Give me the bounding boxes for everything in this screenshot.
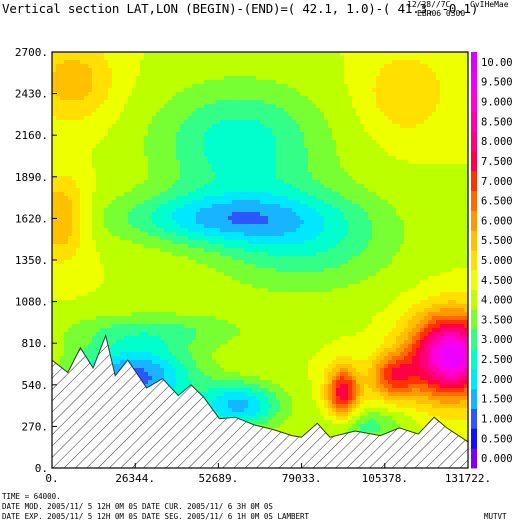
x-tick-label: 52689.	[199, 472, 239, 485]
colorbar-swatch	[471, 368, 477, 390]
colorbar-label: 4.000	[481, 295, 513, 307]
colorbar-swatch	[471, 269, 477, 291]
y-tick-label: 270.	[22, 420, 49, 433]
colorbar-label: 1.000	[481, 413, 513, 425]
colorbar-swatch	[471, 91, 477, 112]
y-tick-label: 2700.	[15, 46, 48, 59]
y-tick-label: 540.	[22, 379, 49, 392]
colorbar-label: 3.500	[481, 314, 513, 326]
colorbar-label: 3.000	[481, 334, 513, 346]
x-tick-label: 79033.	[282, 472, 322, 485]
colorbar-swatch	[471, 408, 477, 429]
x-tick-label: 26344.	[115, 472, 155, 485]
colorbar-label: 2.000	[481, 374, 513, 386]
colorbar-swatch	[471, 448, 477, 469]
terrain-hatch	[51, 333, 469, 469]
y-tick-label: 0.	[35, 462, 48, 475]
y-tick-label: 1080.	[15, 296, 48, 309]
colorbar-label: 7.500	[481, 156, 513, 168]
model-tag: CvIHeMae	[470, 0, 509, 9]
colorbar-swatch	[471, 210, 477, 231]
colorbar-swatch	[471, 111, 477, 132]
run-tag: EBR06 0300	[417, 9, 466, 18]
chart-title: Vertical section LAT,LON (BEGIN)-(END)=(…	[2, 1, 479, 16]
colorbar-swatch	[471, 428, 477, 449]
colorbar-label: 10.00	[481, 57, 513, 69]
y-tick-label: 2430.	[15, 88, 48, 101]
axis-layer: 0. 270. 540. 810. 1080. 1350. 1620. 1890. 2160. 2…	[15, 46, 491, 485]
x-tick-label: 105378.	[362, 472, 408, 485]
colorbar-swatch	[471, 71, 477, 93]
field-name: MUTVT	[484, 512, 507, 521]
x-tick-label: 131722.	[445, 472, 491, 485]
colorbar-label: 0.000	[481, 453, 513, 465]
colorbar-label: 8.000	[481, 136, 513, 148]
y-tick-label: 1620.	[15, 212, 48, 225]
colorbar-swatch	[471, 52, 477, 73]
colorbar-label: 5.000	[481, 255, 513, 267]
colorbar-label: 4.500	[481, 275, 513, 287]
colorbar-swatch	[471, 289, 477, 310]
y-tick-label: 2160.	[15, 129, 48, 142]
y-tick-label: 1350.	[15, 254, 48, 267]
footer-line-1: DATE MOD. 2005/11/ 5 12H 0M 0S DATE CUR.…	[2, 502, 273, 511]
colorbar-label: 9.500	[481, 77, 513, 89]
colorbar-label: 9.000	[481, 97, 513, 109]
colorbar-label: 1.500	[481, 394, 513, 406]
time-line: TIME = 64000.	[2, 492, 61, 501]
colorbar-swatch	[471, 349, 477, 370]
date-code: 12/28//7C	[407, 0, 451, 9]
colorbar-swatch	[471, 190, 477, 211]
colorbar: 0.000 0.500 1.000 1.500 2.000 2.500 3.000 3.500…	[471, 52, 513, 469]
colorbar-swatch	[471, 230, 477, 251]
footer-line-2: DATE EXP. 2005/11/ 5 12H 0M 0S DATE SEG.…	[2, 512, 310, 521]
colorbar-swatch	[471, 170, 477, 192]
colorbar-label: 0.500	[481, 433, 513, 445]
colorbar-label: 2.500	[481, 354, 513, 366]
colorbar-swatch	[471, 151, 477, 172]
y-tick-label: 810.	[22, 337, 49, 350]
colorbar-swatch	[471, 329, 477, 350]
colorbar-label: 7.000	[481, 176, 513, 188]
colorbar-label: 8.500	[481, 116, 513, 128]
colorbar-label: 6.500	[481, 196, 513, 208]
y-tick-label: 1890.	[15, 171, 48, 184]
colorbar-swatch	[471, 388, 477, 409]
colorbar-swatch	[471, 309, 477, 330]
colorbar-swatch	[471, 131, 477, 152]
colorbar-swatch	[471, 250, 477, 271]
colorbar-label: 5.500	[481, 235, 513, 247]
colorbar-label: 6.000	[481, 215, 513, 227]
x-tick-label: 0.	[45, 472, 58, 485]
